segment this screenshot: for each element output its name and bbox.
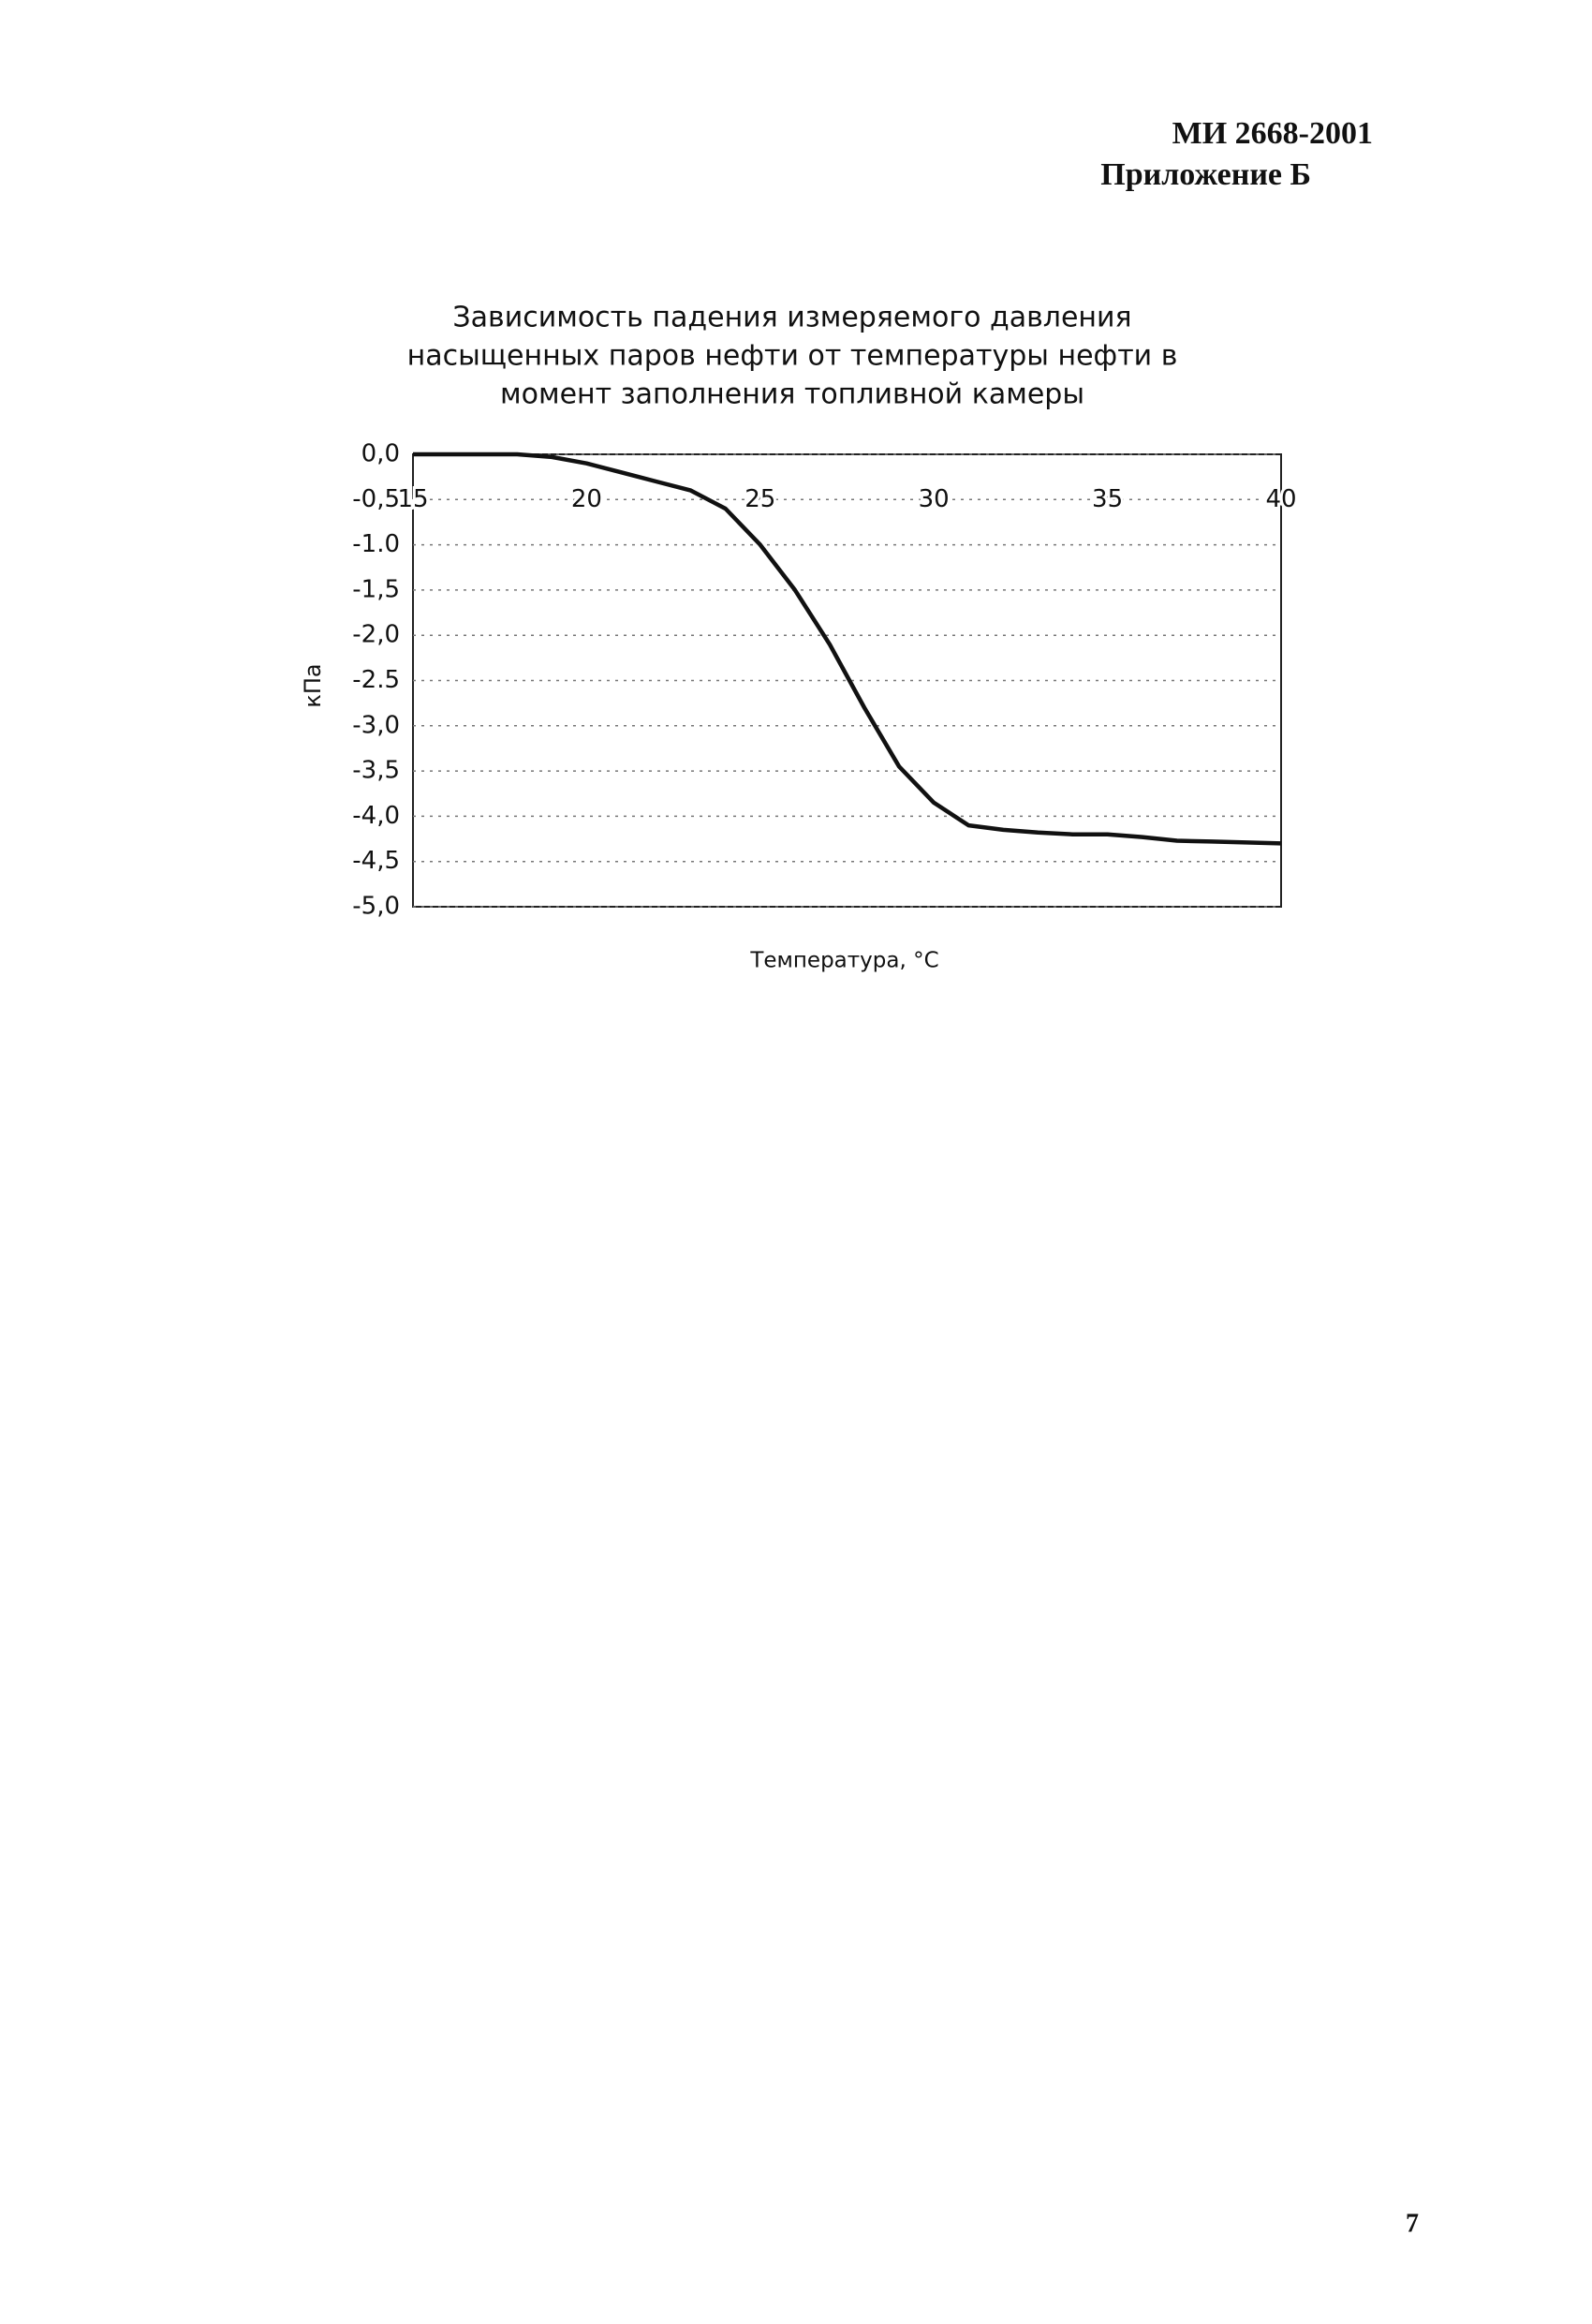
x-tick-label: 20 [571,485,602,513]
chart-title: насыщенных паров нефти от температуры не… [407,340,1178,373]
y-tick-label: -5,0 [352,893,400,921]
chart-title: Зависимость падения измеряемого давления [452,302,1131,334]
y-tick-label: -4,0 [352,802,400,830]
x-tick-label: 35 [1092,485,1123,513]
y-tick-label: -3,5 [352,757,400,785]
x-tick-label: 40 [1265,485,1296,513]
y-axis-label: кПа [300,663,326,707]
y-tick-label: -3,0 [352,711,400,739]
chart-title: момент заполнения топливной камеры [500,378,1084,411]
y-tick-label: 0,0 [361,440,400,468]
doc-code: МИ 2668-2001 [1172,116,1373,151]
x-tick-label: 30 [919,485,950,513]
x-tick-label: 15 [397,485,428,513]
x-tick-label: 25 [744,485,775,513]
y-tick-label: -0,5 [352,485,400,513]
y-tick-label: -2,0 [352,621,400,649]
y-tick-label: -4,5 [352,847,400,875]
y-tick-label: -1.0 [352,530,400,558]
data-line [413,451,1282,846]
appendix: Приложение Б [1100,157,1311,192]
y-tick-label: -1,5 [352,575,400,603]
page-number: 7 [1406,2209,1419,2238]
x-axis-label: Температура, °С [749,949,938,973]
y-tick-label: -2.5 [352,666,400,694]
